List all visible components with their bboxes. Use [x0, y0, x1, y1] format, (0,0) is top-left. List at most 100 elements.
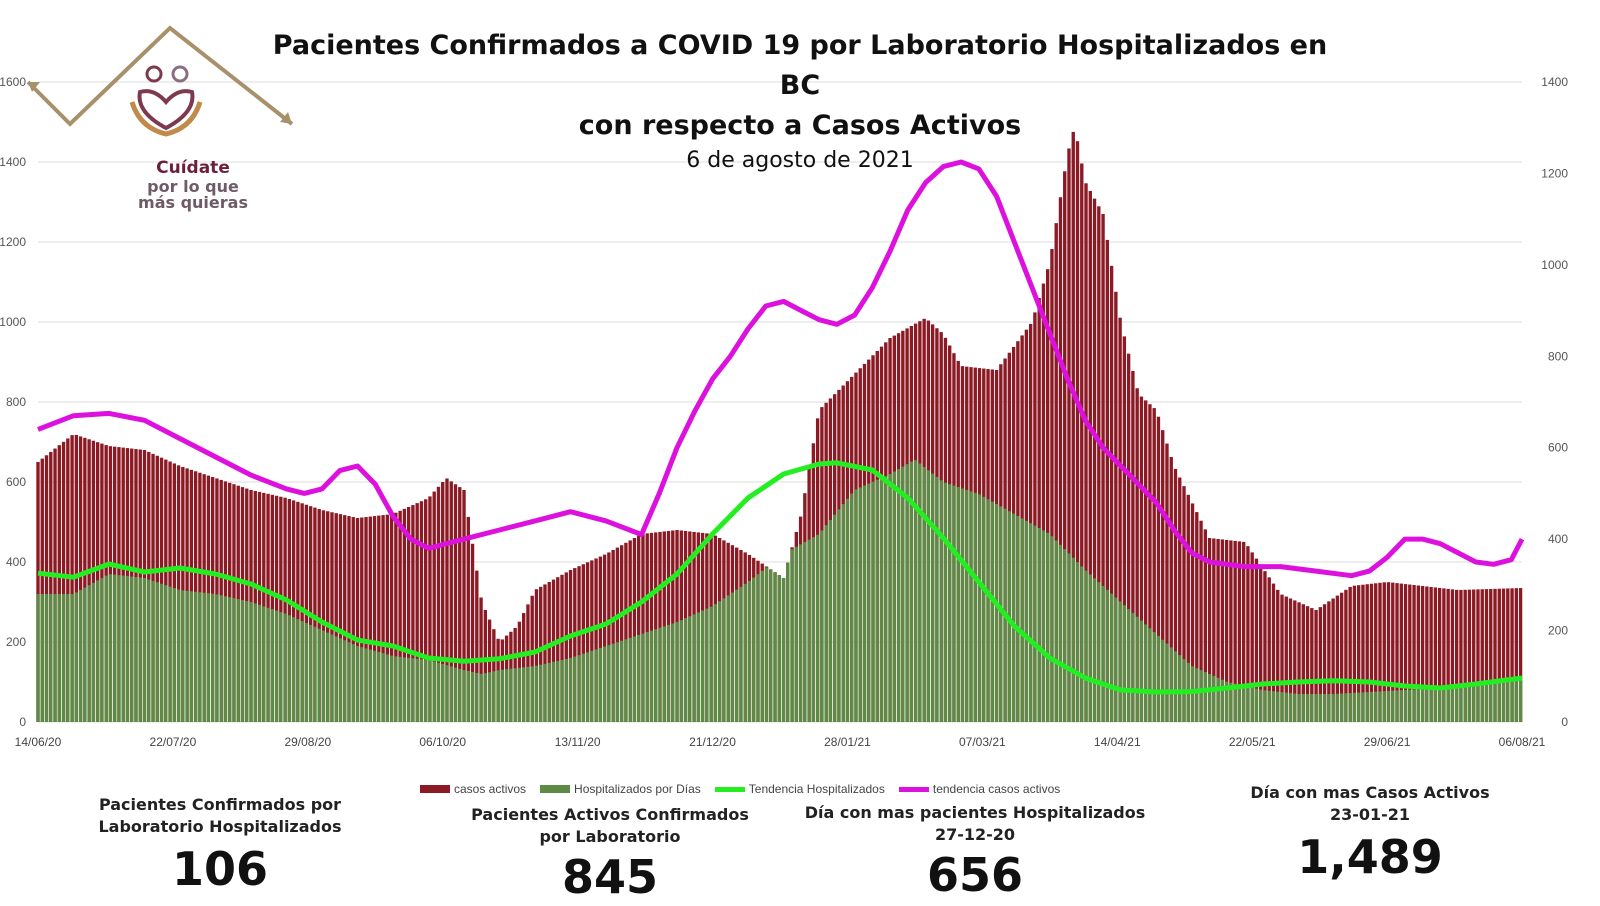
stat-max-hosp-date: 27-12-20	[934, 825, 1016, 844]
bar-hospitalizados	[1075, 562, 1080, 722]
bar-hospitalizados	[688, 616, 692, 722]
bar-casos-activos	[543, 584, 547, 722]
bar-casos-activos	[287, 498, 292, 722]
bar-casos-activos	[1339, 592, 1344, 722]
legend-swatch-hospitalizados	[540, 785, 571, 793]
bar-hospitalizados	[709, 606, 713, 722]
bar-hospitalizados	[1016, 516, 1020, 722]
bar-hospitalizados	[189, 591, 194, 722]
bar-casos-activos	[1033, 312, 1037, 722]
bar-hospitalizados	[1118, 601, 1122, 722]
bar-hospitalizados	[752, 577, 756, 722]
bar-hospitalizados	[1058, 544, 1063, 722]
left-tick-label: 1000	[0, 315, 26, 329]
bar-hospitalizados	[573, 656, 577, 722]
bar-casos-activos	[1412, 585, 1416, 722]
x-tick-label: 13/11/20	[555, 735, 601, 749]
bar-hospitalizados	[845, 498, 850, 722]
bar-hospitalizados	[1331, 694, 1335, 722]
left-axis-ticks: 0 200 400 600 800 1000 1200 1400 1600	[0, 75, 26, 729]
right-tick-label: 1200	[1541, 166, 1568, 180]
bar-hospitalizados	[1246, 686, 1250, 722]
bar-hospitalizados	[492, 671, 496, 722]
bar-hospitalizados	[879, 477, 884, 722]
bar-hospitalizados	[1161, 639, 1165, 722]
bar-hospitalizados	[726, 595, 730, 722]
legend-swatch-casos	[420, 785, 450, 793]
bar-casos-activos	[317, 509, 321, 722]
bar-hospitalizados	[1024, 520, 1029, 722]
bar-casos-activos	[470, 543, 475, 722]
bar-casos-activos	[1084, 183, 1088, 722]
bar-hospitalizados	[57, 594, 61, 722]
bar-casos-activos	[632, 538, 637, 722]
bar-casos-activos	[1442, 588, 1446, 722]
bar-casos-activos	[351, 517, 355, 722]
bar-casos-activos	[53, 448, 57, 722]
bar-hospitalizados	[402, 657, 407, 722]
x-tick-label: 06/08/21	[1499, 735, 1546, 749]
bar-casos-activos	[377, 515, 381, 722]
bar-casos-activos	[368, 516, 372, 722]
bar-casos-activos	[1105, 239, 1110, 723]
bar-hospitalizados	[1178, 655, 1182, 722]
bar-hospitalizados	[615, 642, 620, 722]
bar-hospitalizados	[291, 617, 296, 722]
bar-casos-activos	[1425, 586, 1429, 722]
bar-hospitalizados	[428, 660, 432, 722]
bar-casos-activos	[1514, 588, 1518, 722]
bar-hospitalizados	[683, 618, 688, 722]
bar-hospitalizados	[466, 670, 470, 722]
bar-hospitalizados	[283, 613, 287, 722]
bar-hospitalizados	[560, 659, 564, 722]
bar-hospitalizados	[142, 578, 147, 722]
bar-hospitalizados	[875, 479, 879, 722]
bar-hospitalizados	[892, 471, 896, 722]
x-tick-label: 29/06/21	[1364, 735, 1411, 749]
bar-hospitalizados	[1297, 694, 1301, 722]
left-tick-label: 1200	[0, 235, 26, 249]
bar-hospitalizados	[539, 664, 543, 722]
bar-hospitalizados	[1412, 689, 1416, 722]
bar-hospitalizados	[1011, 513, 1016, 722]
bar-hospitalizados	[470, 671, 475, 722]
bar-hospitalizados	[138, 577, 142, 722]
bar-casos-activos	[1493, 588, 1497, 722]
bar-casos-activos	[1276, 589, 1280, 722]
bar-casos-activos	[1212, 538, 1216, 722]
bar-hospitalizados	[232, 598, 236, 722]
legend-item-hospitalizados: Hospitalizados por Días	[540, 782, 701, 796]
bar-hospitalizados	[1152, 632, 1156, 722]
bar-hospitalizados	[1156, 635, 1161, 722]
bar-casos-activos	[1476, 589, 1480, 722]
bar-hospitalizados	[619, 640, 624, 722]
bar-hospitalizados	[415, 658, 419, 722]
bar-casos-activos	[364, 517, 368, 722]
bar-hospitalizados	[360, 647, 364, 722]
bar-hospitalizados	[1148, 628, 1152, 722]
bar-casos-activos	[453, 484, 458, 722]
bar-casos-activos	[568, 570, 573, 722]
bar-hospitalizados	[1254, 688, 1259, 722]
bar-casos-activos	[360, 517, 364, 722]
bar-hospitalizados	[781, 578, 786, 722]
bar-hospitalizados	[1126, 609, 1131, 722]
bar-hospitalizados	[1237, 684, 1242, 722]
bar-hospitalizados	[206, 593, 211, 722]
bar-hospitalizados	[274, 610, 279, 722]
bar-hospitalizados	[858, 487, 862, 722]
bar-casos-activos	[1207, 538, 1212, 722]
bar-hospitalizados	[654, 629, 658, 722]
bar-casos-activos	[1489, 588, 1493, 722]
bar-casos-activos	[1178, 477, 1182, 722]
bar-hospitalizados	[330, 634, 334, 722]
bar-hospitalizados	[287, 615, 292, 722]
bar-hospitalizados	[1395, 690, 1399, 722]
bar-casos-activos	[1467, 589, 1472, 722]
bar-hospitalizados	[594, 649, 598, 722]
bar-hospitalizados	[999, 506, 1003, 722]
right-tick-label: 1000	[1541, 258, 1568, 272]
bar-hospitalizados	[1429, 688, 1433, 722]
bar-casos-activos	[1156, 416, 1161, 722]
bar-hospitalizados	[100, 578, 104, 722]
